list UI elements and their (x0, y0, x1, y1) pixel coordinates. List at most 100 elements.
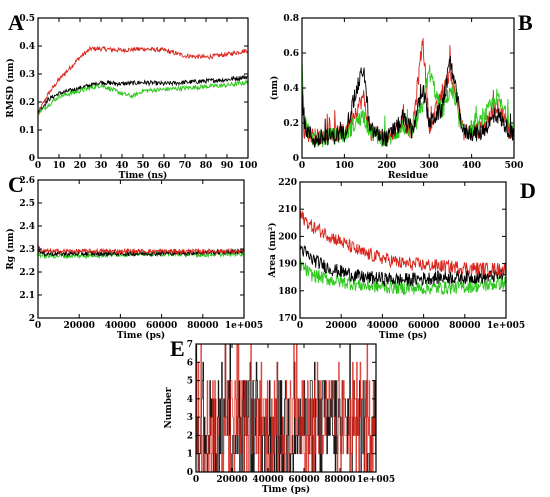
x-tick-label: 20000 (326, 321, 357, 331)
x-tick-label: 70 (179, 161, 192, 171)
series-group (37, 245, 245, 260)
x-tick-label: 40000 (367, 321, 398, 331)
y-tick-label: 210 (278, 205, 297, 215)
plot-frame (37, 17, 249, 159)
x-tick-label: 80000 (187, 321, 218, 331)
x-axis-label: Time (ps) (117, 330, 165, 341)
panel-a: 0 10 20 30 40 50 60 70 80 90 100 0 0.1 0.2 0.3 0.4 0.5 Ti… (5, 10, 257, 181)
x-tick-label: 1e+005 (357, 475, 395, 485)
panel-letter: B (518, 10, 533, 35)
x-tick-label: 20 (74, 161, 87, 171)
x-tick-label: 300 (420, 161, 439, 171)
series-line-3 (301, 56, 515, 148)
y-tick-label: 2.5 (19, 199, 35, 209)
series-line-2 (196, 343, 377, 473)
y-tick-label: 2.6 (19, 176, 35, 186)
series-line-1 (37, 45, 249, 114)
x-tick-label: 10 (53, 161, 66, 171)
plot-frame (195, 343, 377, 473)
y-tick-label: 6 (187, 358, 193, 368)
y-tick-label: 0.1 (19, 126, 35, 136)
series-line-1 (299, 258, 507, 296)
x-tick-label: 1e+005 (225, 321, 263, 331)
x-tick-label: 80 (200, 161, 213, 171)
x-tick-label: 60 (158, 161, 171, 171)
y-tick-label: 0 (29, 154, 35, 164)
y-tick-label: 1 (187, 450, 193, 460)
x-tick-label: 200 (377, 161, 396, 171)
y-tick-label: 2.1 (19, 291, 35, 301)
y-tick-label: 2 (187, 431, 193, 441)
x-tick-label: 0 (299, 161, 305, 171)
y-tick-label: 0.8 (283, 14, 299, 24)
y-tick-label: 0 (187, 468, 193, 478)
plot-frame (299, 181, 507, 319)
x-tick-label: 40000 (105, 321, 136, 331)
x-tick-label: 80000 (324, 475, 355, 485)
y-tick-label: 2.4 (19, 222, 35, 232)
y-axis-label: RMSD (nm) (5, 58, 16, 117)
y-tick-label: 0.2 (283, 119, 299, 129)
x-tick-label: 100 (335, 161, 354, 171)
y-tick-label: 2.3 (19, 245, 35, 255)
x-tick-label: 50 (137, 161, 150, 171)
panel-d: 0 20000 40000 60000 80000 1e+005 170 180 190 200 2… (267, 178, 536, 341)
series-line-2 (301, 58, 515, 148)
y-tick-label: 220 (278, 178, 297, 188)
x-tick-label: 40 (116, 161, 129, 171)
y-axis-label: (nm) (269, 76, 280, 101)
x-tick-label: 20000 (64, 321, 95, 331)
series-group (301, 38, 515, 148)
panel-letter: D (520, 178, 536, 203)
y-tick-label: 170 (278, 314, 297, 324)
y-tick-label: 0.3 (19, 70, 35, 80)
y-tick-label: 0.4 (283, 84, 299, 94)
x-tick-label: 500 (505, 161, 524, 171)
x-axis-label: Time (ps) (262, 484, 310, 495)
panel-letter: C (8, 172, 24, 197)
y-tick-label: 2.2 (19, 268, 35, 278)
panel-c: 0 20000 40000 60000 80000 1e+005 2 2.1 2.2 2.3 2.4… (5, 172, 263, 341)
y-tick-label: 190 (278, 260, 297, 270)
panel-b: 0 100 200 300 400 500 0 0.2 0.4 0.6 0.8 Residue (nm)… (269, 10, 533, 181)
x-tick-label: 20000 (216, 475, 247, 485)
x-tick-label: 60000 (146, 321, 177, 331)
y-tick-label: 0 (293, 154, 299, 164)
x-axis-label: Time (ns) (119, 170, 168, 181)
panel-letter: A (8, 10, 24, 35)
series-line-3 (37, 245, 245, 256)
x-tick-label: 0 (297, 321, 303, 331)
series-group (37, 45, 249, 115)
panel-letter: E (170, 336, 185, 361)
y-tick-label: 7 (187, 340, 193, 350)
series-line-2 (37, 74, 249, 114)
plot-frame (37, 179, 245, 319)
x-axis-label: Residue (388, 171, 429, 181)
panel-e: 0 20000 40000 60000 80000 1e+005 0 1 2 3 4 5 6 7 Time … (164, 336, 395, 495)
x-tick-label: 0 (35, 161, 41, 171)
x-tick-label: 60000 (408, 321, 439, 331)
x-tick-label: 100 (239, 161, 258, 171)
y-axis-label: Area (nm²) (267, 223, 278, 279)
y-tick-label: 0.5 (19, 14, 35, 24)
y-tick-label: 0.4 (19, 42, 35, 52)
x-axis-label: Time (ps) (379, 330, 427, 341)
x-tick-label: 90 (221, 161, 234, 171)
series-line-3 (37, 79, 249, 115)
x-tick-label: 40000 (252, 475, 283, 485)
x-tick-label: 60000 (288, 475, 319, 485)
series-line-2 (299, 244, 507, 288)
y-tick-label: 0.2 (19, 98, 35, 108)
x-tick-label: 80000 (449, 321, 480, 331)
x-tick-label: 0 (193, 475, 199, 485)
y-tick-label: 3 (187, 413, 193, 423)
y-tick-label: 180 (278, 287, 297, 297)
y-tick-label: 4 (187, 395, 193, 405)
y-tick-label: 2 (29, 314, 35, 324)
x-tick-label: 30 (95, 161, 108, 171)
series-line-3 (299, 210, 507, 276)
y-tick-label: 200 (278, 232, 297, 242)
y-axis-label: Rg (nm) (5, 228, 16, 270)
y-tick-label: 0.6 (283, 49, 299, 59)
